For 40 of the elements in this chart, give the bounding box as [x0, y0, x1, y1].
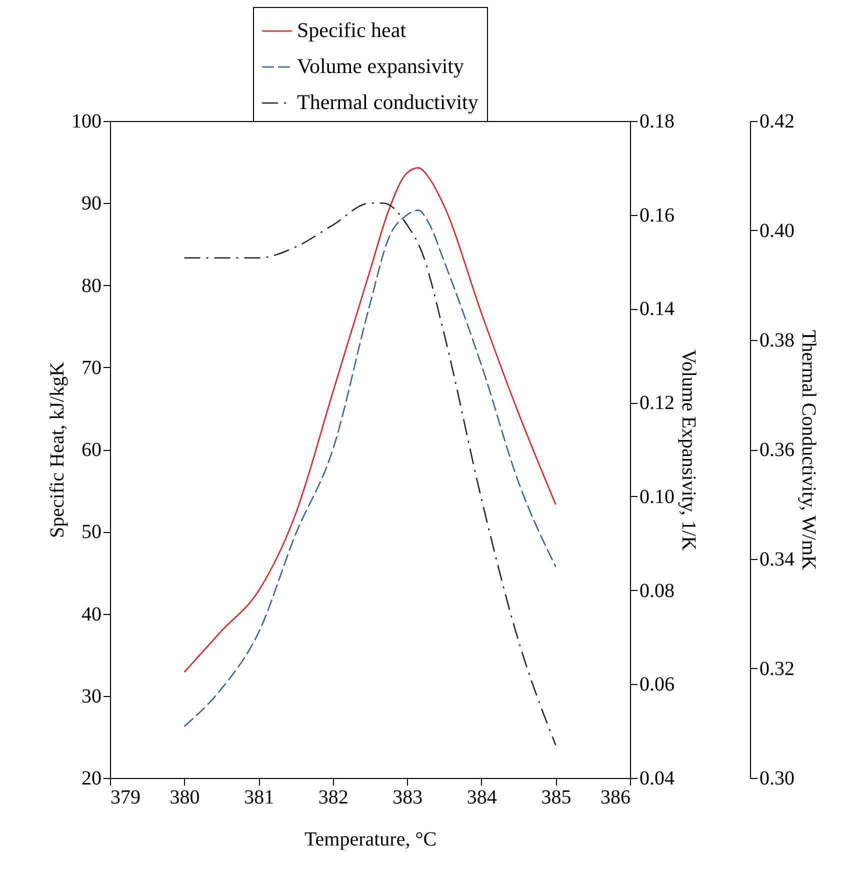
- x-tick-label: 380: [170, 786, 200, 808]
- y3-tick-label: 0.36: [760, 439, 794, 461]
- y-axis-title: Specific Heat, kJ/kgK: [46, 361, 68, 538]
- x-tick-label: 384: [466, 786, 497, 808]
- y3-tick-label: 0.34: [760, 548, 794, 570]
- legend-label: Specific heat: [297, 18, 406, 42]
- y2-tick-label: 0.12: [640, 392, 674, 414]
- y-tick-label: 40: [82, 603, 102, 626]
- line-series: [184, 167, 556, 673]
- legend-label: Volume expansivity: [297, 54, 465, 78]
- y-tick-label: 20: [82, 768, 102, 790]
- y-tick-label: 60: [82, 439, 102, 461]
- x-tick-label: 379: [110, 786, 140, 808]
- y-tick-label: 50: [82, 521, 102, 544]
- y3-tick-label: 0.30: [760, 768, 794, 790]
- y-tick-label: 70: [82, 356, 102, 379]
- y-tick-label: 100: [72, 110, 102, 132]
- y2-tick-label: 0.04: [640, 768, 674, 790]
- legend-label: Thermal conductivity: [297, 90, 479, 114]
- x-tick-label: 386: [600, 786, 630, 808]
- y2-tick-label: 0.18: [640, 110, 674, 132]
- x-tick-label: 385: [541, 786, 572, 808]
- y3-tick-label: 0.32: [760, 658, 794, 680]
- x-tick-label: 382: [318, 786, 348, 808]
- x-tick-label: 383: [392, 786, 423, 808]
- y3-tick-label: 0.42: [760, 110, 794, 132]
- y2-tick-label: 0.10: [640, 486, 674, 508]
- y-tick-label: 90: [82, 192, 102, 215]
- x-tick-label: 381: [244, 786, 274, 808]
- y2-tick-label: 0.16: [640, 204, 674, 226]
- x-axis-title: Temperature, °C: [304, 828, 437, 850]
- y2-tick-label: 0.08: [640, 580, 674, 602]
- y2-tick-label: 0.06: [640, 674, 674, 696]
- y3-axis-title: Thermal Conductivity, W/mK: [798, 330, 820, 571]
- y-tick-label: 30: [82, 685, 102, 708]
- y3-tick-label: 0.38: [760, 330, 794, 352]
- y-tick-label: 80: [82, 274, 102, 297]
- y2-tick-label: 0.14: [640, 298, 674, 320]
- y3-tick-label: 0.40: [760, 220, 794, 242]
- y2-axis-title: Volume Expansivity, 1/K: [678, 349, 700, 552]
